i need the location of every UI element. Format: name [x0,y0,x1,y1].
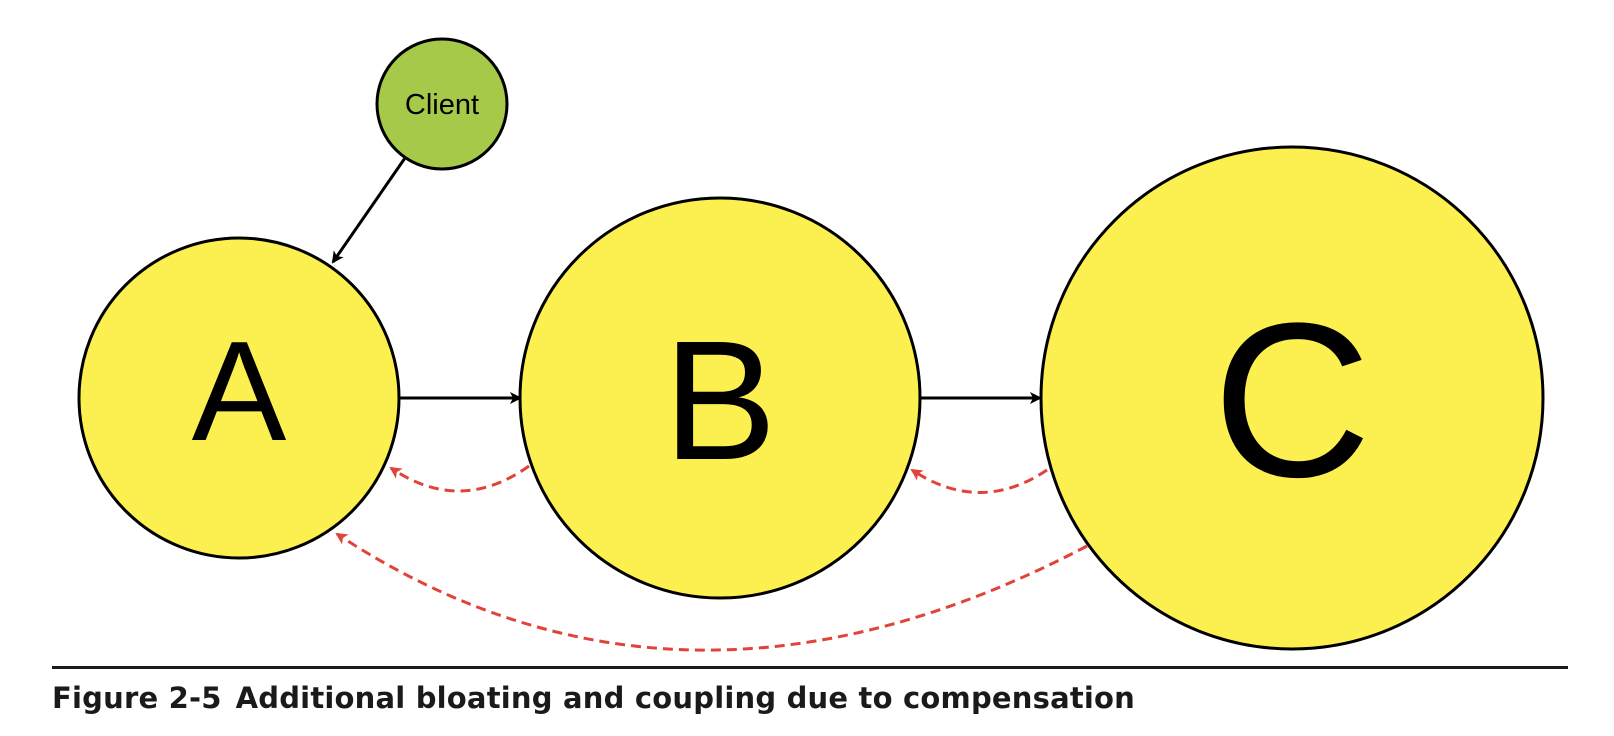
caption-divider [52,666,1568,669]
compensation-edge-b-to-a [389,464,530,493]
figure-caption-text: Additional bloating and coupling due to … [235,681,1136,715]
edge-client-to-a [331,157,407,264]
figure-number: Figure 2-5 [52,681,222,715]
node-b-label: B [663,306,776,496]
figure-caption: Figure 2-5 Additional bloating and coupli… [52,681,1135,715]
node-client-label: Client [405,89,479,121]
compensation-edge-c-to-b [910,468,1048,494]
diagram: Client A B C [77,37,1545,652]
node-c-label: C [1213,277,1372,523]
compensation-edge-c-to-a [335,532,1088,652]
node-b: B [518,196,922,600]
node-c: C [1039,145,1545,651]
node-client: Client [375,37,509,171]
node-a-label: A [192,312,287,471]
node-a: A [77,236,401,560]
